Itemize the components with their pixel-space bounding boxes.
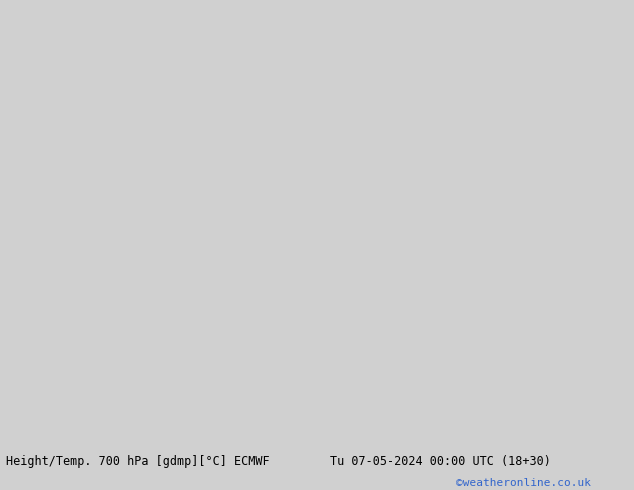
- Text: Tu 07-05-2024 00:00 UTC (18+30): Tu 07-05-2024 00:00 UTC (18+30): [330, 455, 550, 468]
- Text: Height/Temp. 700 hPa [gdmp][°C] ECMWF: Height/Temp. 700 hPa [gdmp][°C] ECMWF: [6, 455, 270, 468]
- Text: ©weatheronline.co.uk: ©weatheronline.co.uk: [456, 478, 592, 489]
